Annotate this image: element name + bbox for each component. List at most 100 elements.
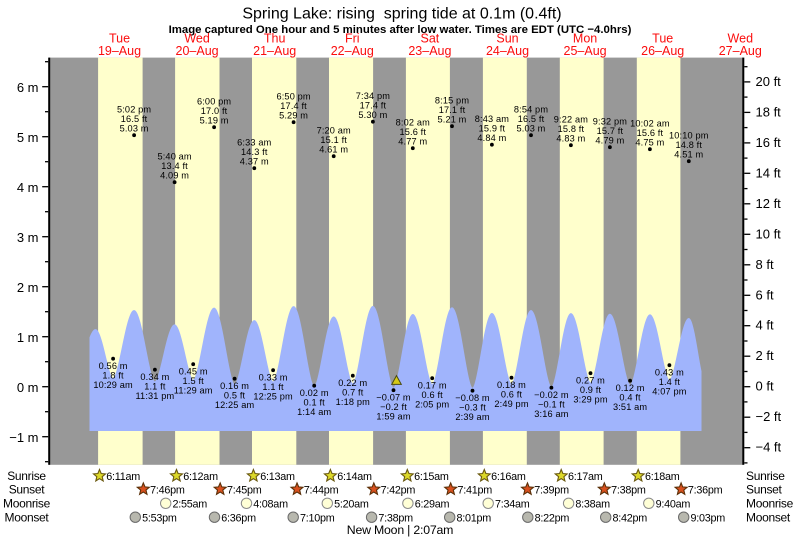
svg-text:8:38am: 8:38am [575,499,610,511]
svg-text:7:10pm: 7:10pm [300,513,335,525]
svg-text:Wed: Wed [728,32,754,46]
svg-text:2:55am: 2:55am [173,499,208,511]
svg-text:7:42pm: 7:42pm [381,485,416,497]
svg-text:6 m: 6 m [17,80,39,95]
svg-text:6:15am: 6:15am [414,471,449,483]
svg-text:22–Aug: 22–Aug [331,44,374,58]
svg-text:6:17am: 6:17am [568,471,603,483]
svg-text:Spring Lake: rising spring ti: Spring Lake: rising spring tide at 0.1m … [242,5,561,22]
svg-text:2 ft: 2 ft [756,348,774,363]
svg-text:19–Aug: 19–Aug [98,44,141,58]
svg-text:26–Aug: 26–Aug [641,44,684,58]
svg-text:0 ft: 0 ft [756,379,774,394]
svg-text:Tue: Tue [652,32,673,46]
svg-text:24–Aug: 24–Aug [486,44,529,58]
svg-text:Tue: Tue [109,32,130,46]
svg-text:18 ft: 18 ft [756,104,782,119]
svg-text:0.02 m0.1 ft1:14 am: 0.02 m 0.1 ft 1:14 am [297,388,331,417]
svg-text:Sunrise: Sunrise [746,469,785,483]
svg-text:6 ft: 6 ft [756,287,774,302]
svg-text:−0.02 m−0.1 ft3:16 am: −0.02 m −0.1 ft 3:16 am [534,390,569,419]
svg-text:7:36pm: 7:36pm [688,485,723,497]
svg-text:25–Aug: 25–Aug [564,44,607,58]
svg-text:7:34am: 7:34am [495,499,530,511]
svg-text:6:18am: 6:18am [645,471,680,483]
svg-text:Moonset: Moonset [746,511,791,525]
svg-text:7:46pm: 7:46pm [150,485,185,497]
svg-text:7:39pm: 7:39pm [534,485,569,497]
svg-text:23–Aug: 23–Aug [408,44,451,58]
svg-text:7:41pm: 7:41pm [458,485,493,497]
svg-text:12 ft: 12 ft [756,196,782,211]
svg-text:0.17 m0.6 ft2:05 pm: 0.17 m 0.6 ft 2:05 pm [415,380,449,409]
svg-text:Sunrise: Sunrise [7,469,46,483]
svg-text:8:42pm: 8:42pm [613,513,648,525]
svg-text:Sat: Sat [421,32,440,46]
svg-text:5:20am: 5:20am [334,499,369,511]
svg-text:−4 ft: −4 ft [756,440,782,455]
svg-text:6:16am: 6:16am [491,471,526,483]
svg-text:7:38pm: 7:38pm [611,485,646,497]
svg-text:0.43 m1.4 ft4:07 pm: 0.43 m 1.4 ft 4:07 pm [652,367,686,396]
svg-text:Moonrise: Moonrise [3,497,51,511]
svg-text:6:13am: 6:13am [260,471,295,483]
svg-text:Image captured One hour and 5: Image captured One hour and 5 minutes af… [169,24,632,36]
svg-text:8:22pm: 8:22pm [535,513,570,525]
svg-text:New Moon | 2:07am: New Moon | 2:07am [347,523,453,537]
svg-text:14 ft: 14 ft [756,165,782,180]
svg-text:Sunset: Sunset [746,483,783,497]
svg-text:−2 ft: −2 ft [756,409,782,424]
svg-text:6:12am: 6:12am [183,471,218,483]
svg-text:20 ft: 20 ft [756,74,782,89]
svg-text:Thu: Thu [264,32,286,46]
svg-text:−0.08 m−0.3 ft2:39 am: −0.08 m −0.3 ft 2:39 am [455,393,490,422]
svg-text:27–Aug: 27–Aug [719,44,762,58]
svg-text:6:11am: 6:11am [106,471,140,483]
svg-text:Wed: Wed [184,32,210,46]
svg-text:6:14am: 6:14am [337,471,372,483]
svg-text:7:44pm: 7:44pm [304,485,339,497]
svg-text:Mon: Mon [573,32,597,46]
svg-text:Sunset: Sunset [9,483,46,497]
svg-text:Sun: Sun [496,32,518,46]
svg-text:0.12 m0.4 ft3:51 am: 0.12 m 0.4 ft 3:51 am [613,383,647,412]
svg-text:1 m: 1 m [17,330,39,345]
svg-text:−1 m: −1 m [9,430,38,445]
svg-text:0.18 m0.6 ft2:49 pm: 0.18 m 0.6 ft 2:49 pm [494,380,528,409]
svg-text:3 m: 3 m [17,230,39,245]
svg-text:10 ft: 10 ft [756,226,782,241]
svg-text:−0.07 m−0.2 ft1:59 am: −0.07 m −0.2 ft 1:59 am [376,392,411,421]
svg-text:Moonrise: Moonrise [746,497,793,511]
svg-text:21–Aug: 21–Aug [253,44,296,58]
svg-text:8 ft: 8 ft [756,257,774,272]
svg-text:Fri: Fri [345,32,360,46]
svg-text:5 m: 5 m [17,130,39,145]
svg-text:16 ft: 16 ft [756,135,782,150]
svg-text:2 m: 2 m [17,280,39,295]
svg-text:4:08am: 4:08am [253,499,288,511]
svg-text:4 ft: 4 ft [756,318,774,333]
svg-text:4 m: 4 m [17,180,39,195]
svg-text:7:38pm: 7:38pm [378,513,413,525]
svg-text:6:29am: 6:29am [415,499,450,511]
svg-text:5:53pm: 5:53pm [142,513,177,525]
